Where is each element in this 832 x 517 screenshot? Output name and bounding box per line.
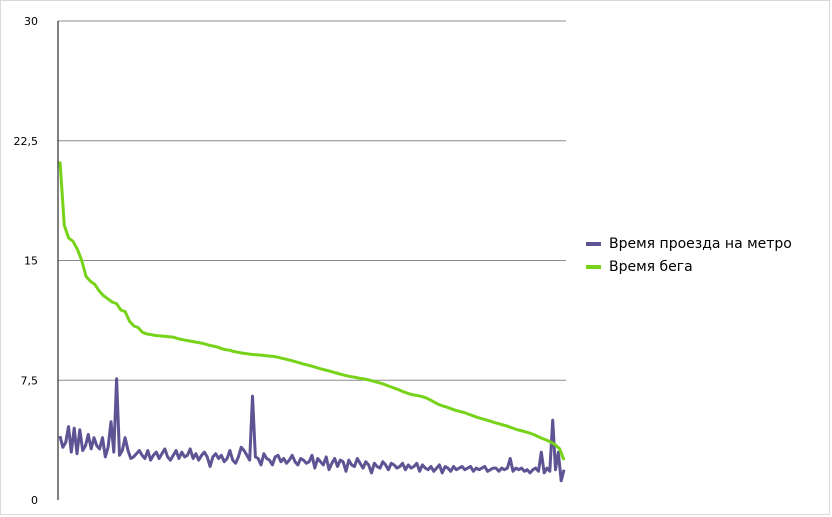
y-tick-label: 22,5 bbox=[14, 135, 39, 148]
y-tick-label: 0 bbox=[31, 494, 38, 507]
legend-swatch-run bbox=[586, 264, 601, 269]
legend: Время проезда на метро Время бега bbox=[586, 232, 792, 278]
series-line-run bbox=[58, 161, 566, 461]
y-axis-tick-labels: 0 7,5 15 22,5 30 bbox=[14, 15, 39, 507]
y-tick-label: 30 bbox=[24, 15, 38, 28]
plot-area bbox=[58, 161, 566, 483]
legend-label-metro: Время проезда на метро bbox=[609, 235, 792, 252]
legend-item-metro: Время проезда на метро bbox=[586, 232, 792, 255]
legend-label-run: Время бега bbox=[609, 258, 693, 275]
y-tick-label: 7,5 bbox=[21, 374, 39, 387]
legend-swatch-metro bbox=[586, 241, 601, 246]
gridlines bbox=[58, 20, 566, 381]
series-line-metro bbox=[58, 377, 566, 483]
legend-item-run: Время бега bbox=[586, 255, 792, 278]
y-tick-label: 15 bbox=[24, 255, 38, 268]
